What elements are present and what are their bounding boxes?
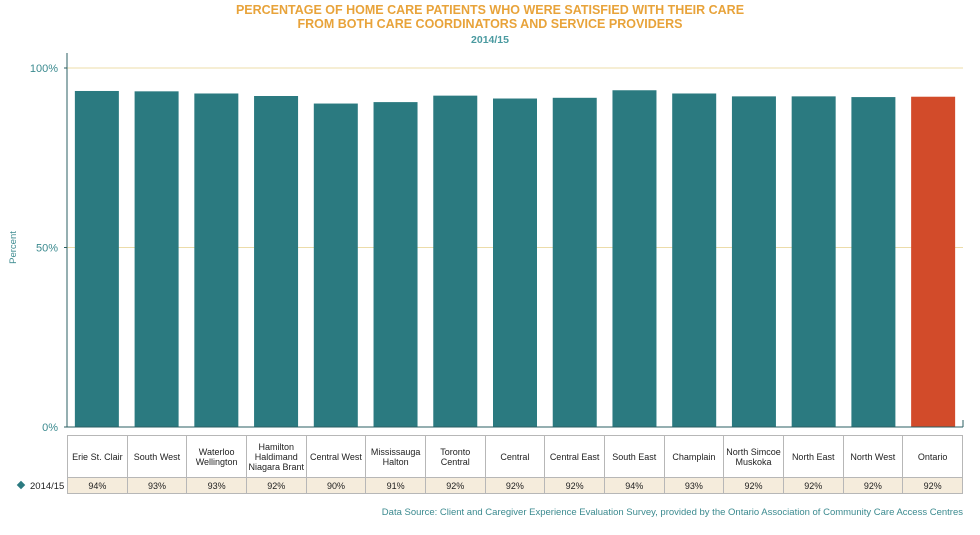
value-label-12: 92% bbox=[782, 477, 844, 494]
series-name: 2014/15 bbox=[30, 481, 65, 492]
bar-8 bbox=[552, 97, 597, 427]
bar-3 bbox=[254, 96, 299, 427]
category-label-10: Champlain bbox=[663, 435, 725, 478]
category-label-9: South East bbox=[603, 435, 665, 478]
category-label-1: South West bbox=[126, 435, 188, 478]
category-label-8: Central East bbox=[544, 435, 605, 478]
diamond-icon bbox=[16, 480, 26, 490]
value-label-4: 90% bbox=[305, 477, 367, 494]
y-tick-label-1: 50% bbox=[36, 243, 58, 255]
bar-7 bbox=[493, 98, 537, 427]
value-label-0: 94% bbox=[67, 477, 128, 494]
bar-chart: 0% 50% 100% Percent bbox=[8, 53, 964, 434]
value-label-5: 91% bbox=[365, 477, 426, 494]
category-label-11: North Simcoe Muskoka bbox=[723, 435, 784, 478]
bar-12 bbox=[791, 96, 836, 428]
bar-5 bbox=[373, 102, 418, 427]
bar-14 bbox=[911, 96, 956, 427]
bar-2 bbox=[194, 93, 239, 427]
value-label-11: 92% bbox=[723, 477, 784, 494]
bar-4 bbox=[313, 103, 358, 427]
chart-title-line-2: FROM BOTH CARE COORDINATORS AND SERVICE … bbox=[297, 17, 683, 31]
category-label-4: Central West bbox=[305, 435, 367, 478]
value-row: 94% 93% 93% 92% 90% 91% 92% 92% 92% 94% 93% 92% 92% 9… bbox=[67, 477, 963, 494]
chart-title-line-1: PERCENTAGE OF HOME CARE PATIENTS WHO WER… bbox=[235, 3, 745, 17]
value-label-6: 92% bbox=[424, 477, 486, 494]
category-label-3: Hamilton Haldimand Niagara Brant bbox=[245, 435, 307, 478]
value-label-7: 92% bbox=[484, 477, 546, 494]
value-label-3: 92% bbox=[245, 477, 307, 494]
category-label-12: North East bbox=[782, 435, 844, 478]
bar-9 bbox=[612, 90, 657, 428]
chart-subtitle: 2014/15 bbox=[471, 34, 509, 46]
y-axis-title: Percent bbox=[8, 231, 19, 264]
category-label-13: North West bbox=[842, 435, 904, 478]
y-tick-label-0: 0% bbox=[42, 422, 58, 434]
bar-0 bbox=[74, 90, 119, 427]
category-label-7: Central bbox=[484, 435, 546, 478]
value-label-8: 92% bbox=[544, 477, 605, 494]
bar-1 bbox=[134, 91, 179, 428]
value-label-13: 92% bbox=[842, 477, 904, 494]
category-label-5: Mississauga Halton bbox=[365, 435, 426, 478]
value-label-10: 93% bbox=[663, 477, 725, 494]
value-label-1: 93% bbox=[126, 477, 188, 494]
category-label-0: Erie St. Clair bbox=[67, 435, 128, 478]
y-tick-label-2: 100% bbox=[30, 63, 58, 75]
category-row: Erie St. Clair South West Waterloo Welling… bbox=[67, 435, 963, 478]
value-label-2: 93% bbox=[186, 477, 247, 494]
value-label-14: 92% bbox=[902, 477, 963, 494]
data-table: Erie St. Clair South West Waterloo Welling… bbox=[67, 435, 963, 494]
value-label-9: 94% bbox=[603, 477, 665, 494]
category-label-14: Ontario bbox=[902, 435, 963, 478]
bar-11 bbox=[731, 96, 776, 428]
bar-10 bbox=[672, 93, 717, 427]
category-label-2: Waterloo Wellington bbox=[186, 435, 247, 478]
category-label-6: Toronto Central bbox=[424, 435, 486, 478]
data-source-note: Data Source: Client and Caregiver Experi… bbox=[381, 507, 963, 518]
series-legend: 2014/15 bbox=[16, 480, 65, 494]
bar-6 bbox=[433, 95, 478, 427]
bar-13 bbox=[851, 97, 896, 427]
